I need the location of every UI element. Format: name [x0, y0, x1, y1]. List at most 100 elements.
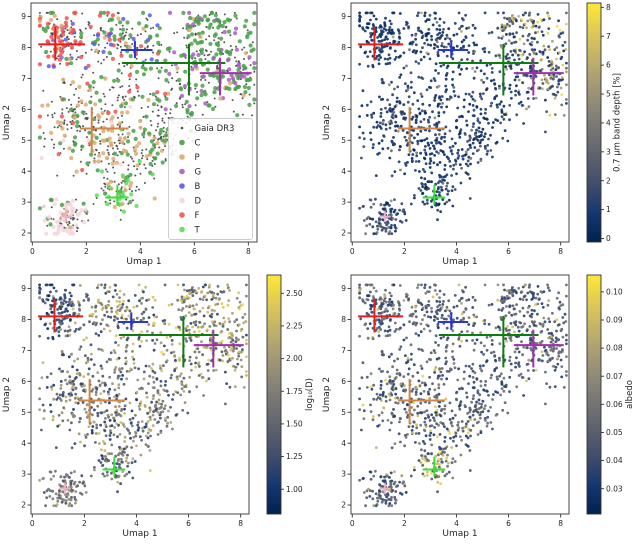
svg-text:6: 6 [21, 105, 26, 114]
error-cross-C [118, 315, 219, 368]
legend-entry-B: B [179, 182, 201, 192]
svg-text:2.50: 2.50 [286, 289, 303, 298]
svg-text:9: 9 [21, 12, 26, 21]
error-cross-G [513, 329, 564, 368]
legend-entry-C: C [179, 139, 201, 149]
svg-text:6: 6 [606, 61, 611, 70]
colorbar-logd: 1.00 1.25 1.50 1.75 2.00 2.25 2.50 log₁₀(D) [266, 274, 315, 515]
svg-text:9: 9 [341, 12, 346, 21]
error-cross-D [379, 482, 391, 495]
svg-text:1.00: 1.00 [286, 485, 303, 494]
error-cross-B [120, 41, 153, 59]
legend-label-gaia: Gaia DR3 [195, 124, 235, 134]
legend-entry-gaia: Gaia DR3 [180, 124, 235, 134]
svg-text:2: 2 [341, 229, 346, 238]
error-cross-D [379, 210, 391, 223]
svg-text:3: 3 [21, 470, 26, 479]
svg-text:4: 4 [341, 167, 346, 176]
legend-label-C: C [195, 139, 201, 149]
error-cross-T [422, 456, 446, 477]
colorbar-label: albedo [625, 380, 635, 409]
svg-text:5: 5 [341, 408, 346, 417]
svg-text:8: 8 [558, 519, 563, 528]
legend-entry-F: F [179, 211, 200, 221]
error-cross-B [437, 313, 469, 331]
error-cross-G [193, 329, 244, 368]
error-cross-F [358, 298, 404, 333]
svg-text:5: 5 [606, 90, 611, 99]
svg-text:2.00: 2.00 [286, 354, 303, 363]
legend-marker-D [179, 197, 185, 204]
legend-marker-C [179, 139, 185, 146]
error-cross-D [60, 210, 73, 223]
svg-text:9: 9 [21, 284, 26, 293]
svg-text:0: 0 [350, 519, 355, 528]
colorbar-label: 0.7 μm band depth [%] [612, 73, 622, 172]
error-cross-C [121, 43, 226, 96]
svg-text:2: 2 [21, 229, 26, 238]
legend-label-G: G [195, 168, 202, 178]
y-axis-label: Umap 2 [2, 377, 12, 412]
legend-entry-G: G [179, 168, 201, 178]
error-cross-T [105, 184, 129, 205]
x-axis-label: Umap 1 [126, 257, 161, 267]
svg-text:4: 4 [21, 167, 26, 176]
y-axis-ticks: 2 3 4 5 6 7 8 9 [341, 12, 351, 238]
svg-text:7: 7 [341, 74, 346, 83]
svg-text:4: 4 [138, 247, 143, 256]
svg-text:4: 4 [134, 519, 139, 528]
class-error-crosses [358, 298, 564, 495]
legend-entry-D: D [179, 197, 202, 207]
svg-text:8: 8 [341, 43, 346, 52]
panel-top-right-band-depth: 0 2 4 6 8 2 3 4 5 6 7 8 9 Umap 1 Umap 2 0 1 2 3 4 5 6 7 8 0.7 μm… [320, 0, 640, 272]
error-cross-B [117, 313, 149, 331]
svg-text:5: 5 [341, 136, 346, 145]
error-cross-F [38, 26, 86, 61]
colorbar-gradient [586, 2, 602, 243]
error-cross-P [79, 106, 129, 153]
svg-text:2: 2 [84, 247, 89, 256]
error-cross-B [437, 41, 469, 59]
x-axis-ticks: 0 2 4 6 8 [350, 514, 563, 528]
legend-entry-T: T [179, 226, 201, 236]
class-error-crosses [358, 26, 564, 223]
svg-text:3: 3 [606, 147, 611, 156]
svg-text:7: 7 [21, 74, 26, 83]
y-axis-ticks: 2 3 4 5 6 7 8 9 [21, 284, 31, 510]
colorbar-label: log₁₀(D) [305, 378, 315, 411]
svg-text:7: 7 [606, 32, 611, 41]
legend-marker-gaia [180, 126, 184, 130]
svg-text:4: 4 [454, 519, 459, 528]
scatter-points-layer [358, 283, 568, 508]
svg-text:8: 8 [21, 43, 26, 52]
x-axis-label: Umap 1 [442, 257, 477, 267]
svg-text:9: 9 [341, 284, 346, 293]
svg-text:8: 8 [246, 247, 251, 256]
svg-text:4: 4 [606, 119, 611, 128]
svg-text:2.25: 2.25 [286, 322, 303, 331]
colorbar-band: 0 1 2 3 4 5 6 7 8 0.7 μm band depth [%] [586, 2, 622, 243]
error-cross-C [438, 43, 539, 96]
x-axis-ticks: 0 2 4 6 8 [30, 514, 243, 528]
svg-text:1.75: 1.75 [286, 387, 303, 396]
panel-top-left-classes: 0 2 4 6 8 2 3 4 5 6 7 8 9 Umap 1 Umap 2 Gaia DR3 C P G B D F T [0, 0, 320, 272]
svg-text:1.50: 1.50 [286, 419, 303, 428]
svg-text:4: 4 [454, 247, 459, 256]
error-cross-P [78, 378, 126, 425]
panel-bottom-right-albedo: 0 2 4 6 8 2 3 4 5 6 7 8 9 Umap 1 Umap 2 0.03 0.04 0.05 0.0… [320, 272, 640, 544]
svg-text:8: 8 [238, 519, 243, 528]
svg-text:4: 4 [21, 439, 26, 448]
error-cross-T [102, 456, 126, 477]
svg-text:0: 0 [30, 519, 35, 528]
x-axis-label: Umap 1 [122, 529, 157, 539]
svg-text:5: 5 [21, 408, 26, 417]
legend-marker-G [179, 168, 185, 175]
svg-text:6: 6 [506, 519, 511, 528]
svg-text:2: 2 [341, 501, 346, 510]
legend-box [168, 118, 253, 240]
error-cross-T [422, 184, 446, 205]
